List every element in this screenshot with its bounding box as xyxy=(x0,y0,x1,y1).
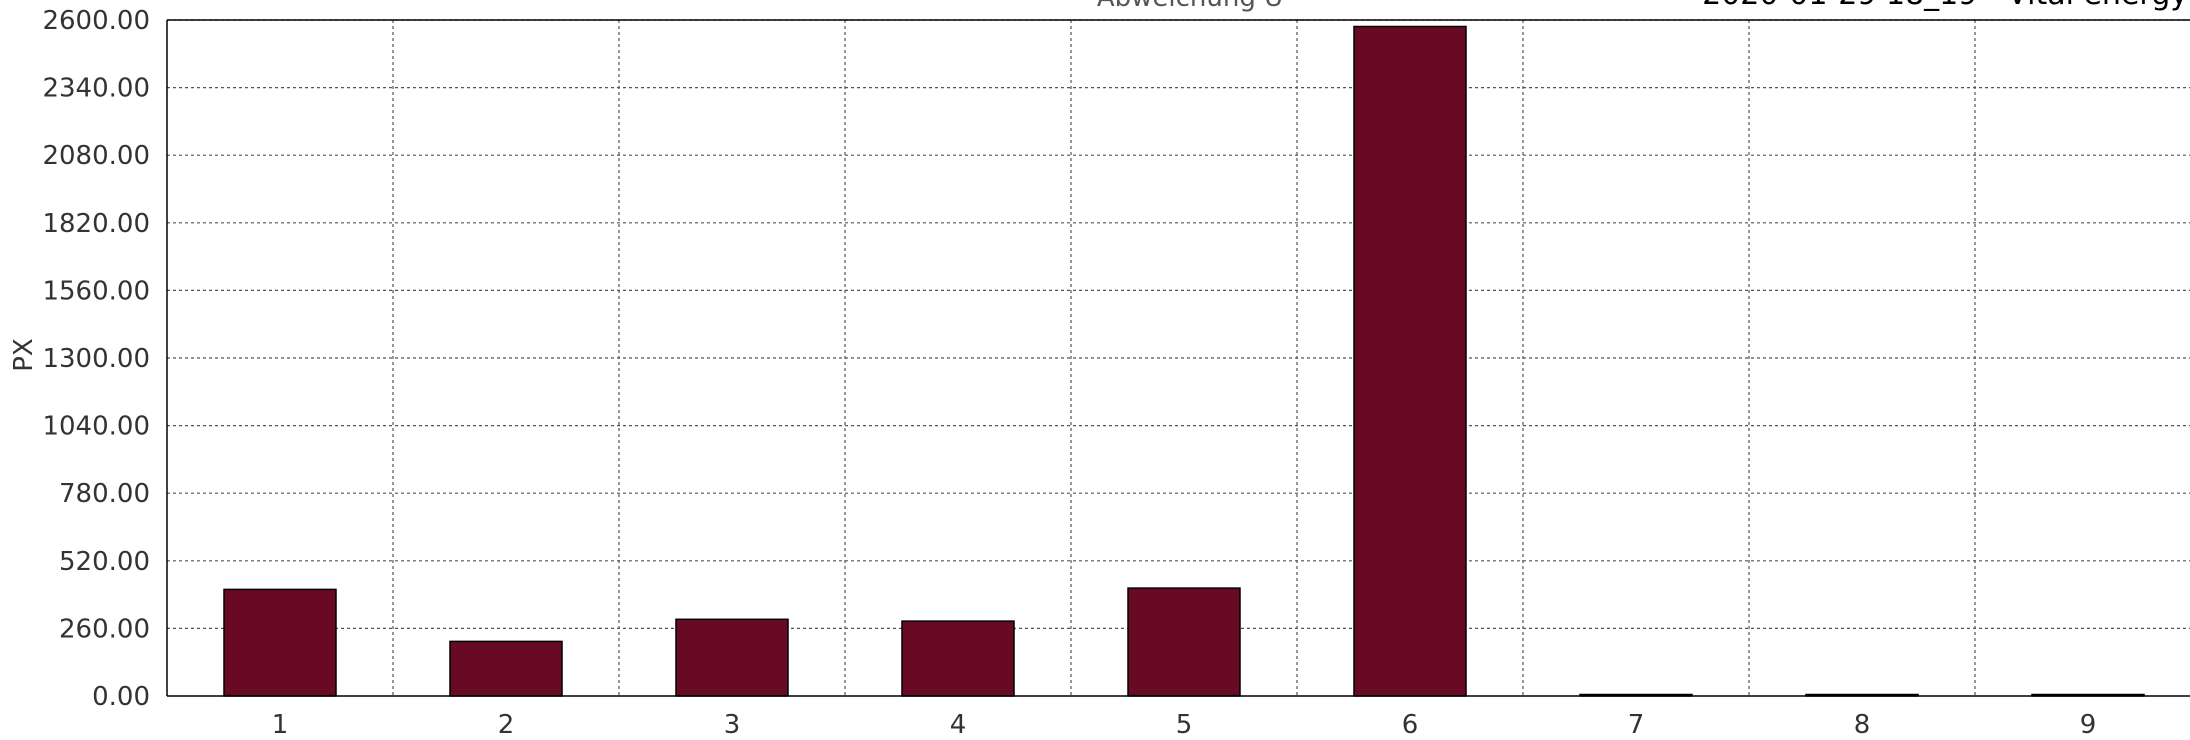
x-tick-label: 3 xyxy=(724,710,741,740)
x-tick-label: 1 xyxy=(272,710,289,740)
axes-layer xyxy=(166,19,2190,697)
x-tick-label: 8 xyxy=(1854,710,1871,740)
y-tick-label: 1040.00 xyxy=(42,412,150,442)
y-tick-label: 520.00 xyxy=(59,547,150,577)
x-tick-labels: 1 2 3 4 5 6 7 8 9 xyxy=(272,710,2097,740)
bar-3 xyxy=(675,618,789,697)
bar-4 xyxy=(901,620,1015,697)
y-tick-label: 1300.00 xyxy=(42,344,150,374)
session-label: 2020-01-29 18_19 - Vital energy xyxy=(1702,0,2188,12)
chart-title: Abweichung U xyxy=(1097,0,1283,13)
y-tick-labels: 0.00 260.00 520.00 780.00 1040.00 1300.00 1560… xyxy=(42,6,150,712)
bar-1 xyxy=(223,588,337,697)
y-tick-label: 260.00 xyxy=(59,614,150,644)
bar-5 xyxy=(1127,587,1241,697)
y-tick-label: 0.00 xyxy=(92,682,150,712)
x-tick-label: 2 xyxy=(498,710,515,740)
bar-2 xyxy=(449,640,563,697)
bar-6 xyxy=(1353,25,1467,697)
y-tick-label: 1560.00 xyxy=(42,276,150,306)
bars-layer xyxy=(223,25,2145,697)
y-tick-label: 1820.00 xyxy=(42,209,150,239)
y-axis-label: PX xyxy=(9,338,39,372)
x-tick-label: 6 xyxy=(1402,710,1419,740)
x-tick-label: 7 xyxy=(1628,710,1645,740)
x-tick-label: 9 xyxy=(2080,710,2097,740)
y-tick-label: 2600.00 xyxy=(42,6,150,36)
y-tick-label: 2080.00 xyxy=(42,141,150,171)
y-tick-label: 780.00 xyxy=(59,479,150,509)
x-tick-label: 5 xyxy=(1176,710,1193,740)
y-tick-label: 2340.00 xyxy=(42,74,150,104)
x-tick-label: 4 xyxy=(950,710,967,740)
